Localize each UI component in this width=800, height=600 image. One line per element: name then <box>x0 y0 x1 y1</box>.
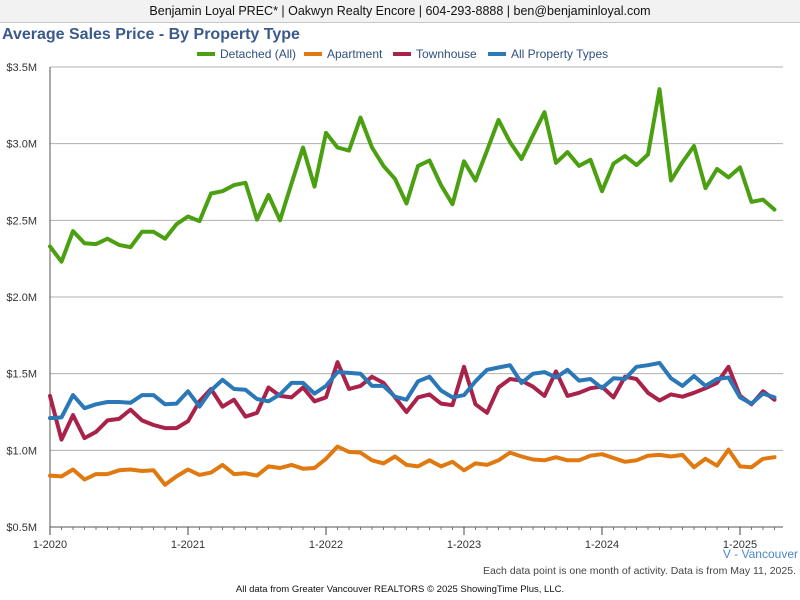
chart-legend: Detached (All) Apartment Townhouse All P… <box>0 46 800 62</box>
x-tick-label: 1-2020 <box>33 539 67 551</box>
agent-contact-header: Benjamin Loyal PREC* | Oakwyn Realty Enc… <box>0 0 800 23</box>
legend-swatch-all-types <box>488 51 506 56</box>
legend-item-detached: Detached (All) <box>197 46 296 62</box>
x-tick-label: 1-2023 <box>447 539 481 551</box>
series-line-detached <box>48 87 777 264</box>
series-line-all-types <box>48 360 777 421</box>
x-tick-label: 1-2021 <box>171 539 205 551</box>
legend-label-detached: Detached (All) <box>220 47 297 61</box>
legend-label-townhouse: Townhouse <box>416 47 477 61</box>
data-source: All data from Greater Vancouver REALTORS… <box>235 584 565 595</box>
y-tick-label: $2.0M <box>6 292 37 304</box>
x-tick-label: 1-2025 <box>723 539 757 551</box>
legend-item-townhouse: Townhouse <box>393 46 477 62</box>
region-label: V - Vancouver <box>723 547 798 561</box>
legend-swatch-apartment <box>304 51 322 56</box>
y-tick-label: $1.5M <box>6 369 37 381</box>
legend-item-all-types: All Property Types <box>488 46 608 62</box>
chart-title: Average Sales Price - By Property Type <box>2 26 300 43</box>
legend-label-all-types: All Property Types <box>511 47 609 61</box>
x-tick-label: 1-2024 <box>585 539 619 551</box>
series-lines <box>48 87 777 487</box>
legend-item-apartment: Apartment <box>304 46 382 62</box>
axes: $0.5M $1.0M $1.5M $2.0M $2.5M $3.0M $3.5M 1-202… <box>6 62 783 551</box>
series-line-townhouse <box>48 360 777 442</box>
y-tick-label: $0.5M <box>6 522 37 534</box>
data-footnote: Each data point is one month of activity… <box>482 565 796 577</box>
y-tick-label: $2.5M <box>6 215 37 227</box>
x-tick-label: 1-2022 <box>309 539 343 551</box>
legend-swatch-townhouse <box>393 51 411 56</box>
legend-label-apartment: Apartment <box>327 47 383 61</box>
y-tick-label: $3.5M <box>6 62 37 74</box>
series-line-apartment <box>48 444 777 487</box>
agent-contact-text: Benjamin Loyal PREC* | Oakwyn Realty Enc… <box>149 4 651 18</box>
y-tick-label: $3.0M <box>6 139 37 151</box>
legend-swatch-detached <box>197 51 215 56</box>
y-tick-label: $1.0M <box>6 445 37 457</box>
